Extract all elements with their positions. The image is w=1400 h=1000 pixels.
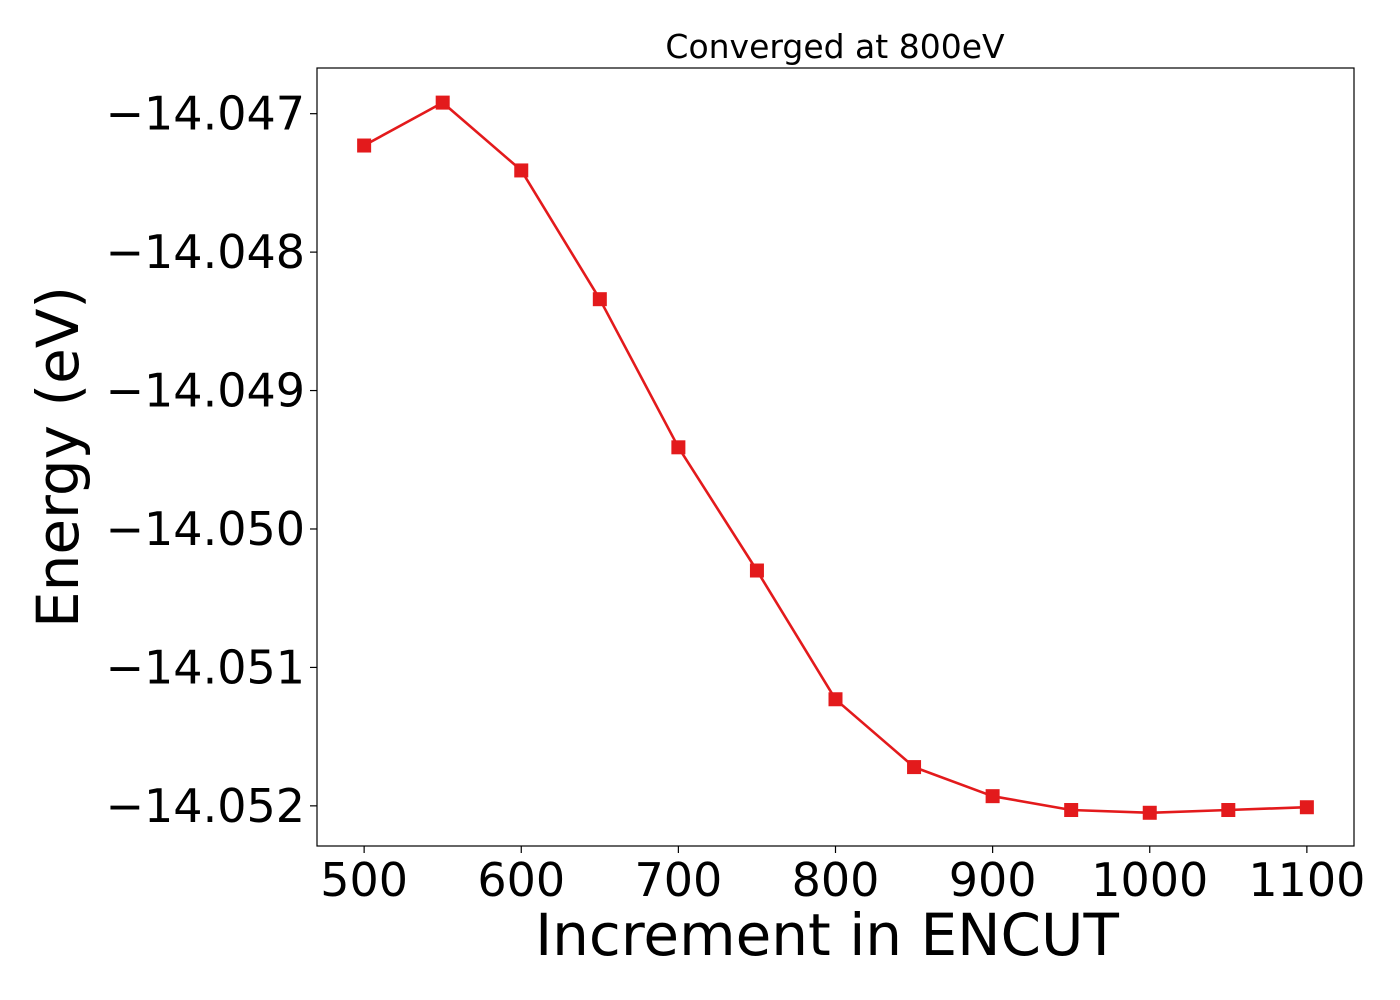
x-tick-label: 700: [634, 853, 722, 907]
plot-area: [357, 95, 1314, 820]
x-tick-label: 1100: [1248, 853, 1365, 907]
data-point: [435, 95, 450, 110]
data-point: [1299, 800, 1314, 815]
data-point: [592, 292, 607, 307]
x-tick-label: 1000: [1091, 853, 1208, 907]
y-tick-label: −14.049: [106, 364, 306, 418]
x-tick-label: 800: [792, 853, 880, 907]
plot-frame: [316, 67, 1355, 847]
x-tick-label: 900: [949, 853, 1037, 907]
y-tick-label: −14.048: [106, 225, 306, 279]
data-point: [828, 692, 843, 707]
y-axis-title: Energy (eV): [24, 286, 92, 628]
series-line: [363, 101, 1307, 815]
data-point: [514, 163, 529, 178]
data-point: [985, 789, 1000, 804]
x-axis-title: Increment in ENCUT: [535, 901, 1119, 969]
y-tick-label: −14.047: [106, 87, 306, 141]
y-tick-label: −14.051: [106, 640, 306, 694]
chart-title: Converged at 800eV: [665, 27, 1005, 66]
data-point: [749, 563, 764, 578]
x-tick-label: 500: [320, 853, 408, 907]
data-point: [357, 138, 372, 153]
data-point: [1221, 803, 1236, 818]
x-axis: 500 600 700 800 900 1000 1100: [320, 846, 1365, 907]
data-point: [671, 440, 686, 455]
y-tick-label: −14.052: [106, 779, 306, 833]
data-point: [907, 760, 922, 775]
y-tick-label: −14.050: [106, 502, 306, 556]
y-axis: −14.047 −14.048 −14.049 −14.050 −14.051 −14.0…: [106, 87, 317, 833]
x-tick-label: 600: [477, 853, 565, 907]
data-point: [1142, 805, 1157, 820]
data-point: [1064, 803, 1079, 818]
